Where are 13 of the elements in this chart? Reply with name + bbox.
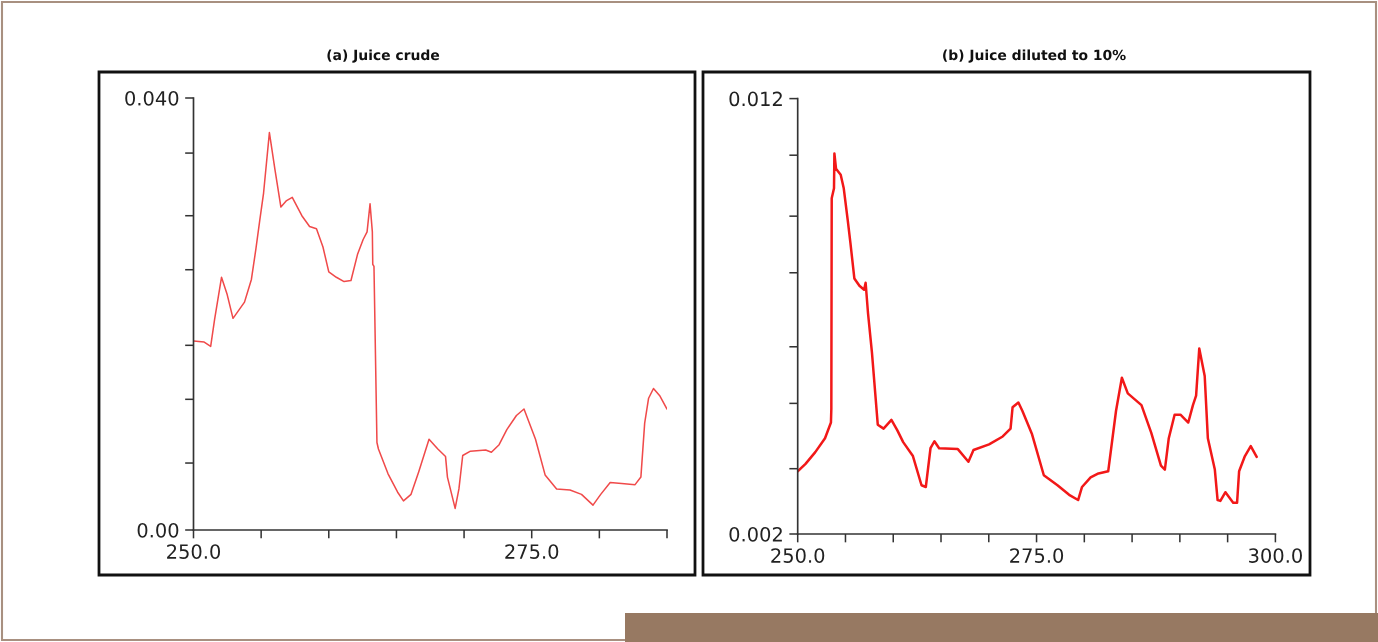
y-tick-label: 0.00 xyxy=(137,522,179,538)
chart-title: (a) Juice crude xyxy=(327,49,440,63)
x-tick-label: 275.0 xyxy=(505,544,559,559)
line-series xyxy=(797,152,1258,504)
y-tick-label: 0.040 xyxy=(125,90,179,106)
x-tick-label: 300.0 xyxy=(1249,548,1302,563)
x-tick-label: 250.0 xyxy=(771,548,825,563)
y-tick-label: 0.002 xyxy=(729,526,782,542)
y-tick-label: 0.012 xyxy=(729,91,782,107)
x-tick-label: 275.0 xyxy=(1010,548,1064,563)
chart-title: (b) Juice diluted to 10% xyxy=(943,49,1126,63)
x-tick-label: 250.0 xyxy=(167,544,221,559)
line-series xyxy=(193,131,667,510)
